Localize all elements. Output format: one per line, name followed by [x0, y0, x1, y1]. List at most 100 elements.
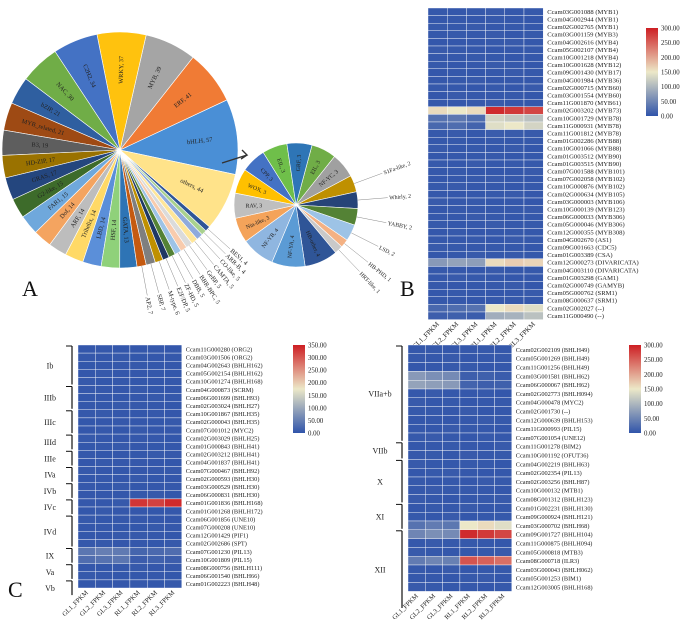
- heatmap-row-label: Ccam05G000818 (MTB3): [516, 549, 583, 556]
- pie-others-leader-line: [357, 197, 388, 201]
- heatmap-cell: [523, 114, 544, 123]
- heatmap-cell: [164, 369, 182, 378]
- heatmap-row-label: Ccam07G001588 (MYB101): [547, 169, 624, 176]
- heatmap-cell: [447, 311, 467, 320]
- heatmap-row-label: Ccam10G001192 (OFUT36): [516, 452, 589, 459]
- heatmap-cell: [459, 476, 478, 487]
- heatmap-cell: [146, 433, 165, 443]
- heatmap-cell: [523, 311, 544, 320]
- heatmap-cell: [146, 547, 165, 556]
- heatmap-cell: [95, 344, 113, 354]
- heatmap-cell: [407, 353, 426, 363]
- heatmap-cell: [485, 220, 506, 229]
- heatmap-cell: [504, 273, 525, 282]
- heatmap-row-label: Ccam07G002058 (MYB102): [547, 176, 624, 183]
- heatmap-cell: [523, 212, 544, 221]
- heatmap-cell: [77, 450, 96, 459]
- heatmap-cell: [485, 266, 506, 275]
- heatmap-cell: [407, 441, 426, 451]
- heatmap-cell: [425, 371, 443, 381]
- heatmap-row-label: Ccam02G003256 (BHLH87): [516, 479, 590, 486]
- heatmap-row-label: Ccam12G000639 (BHLH153): [516, 417, 593, 424]
- heatmap-cell: [407, 380, 426, 390]
- heatmap-cell: [164, 361, 182, 370]
- heatmap-row-label: Ccam06G000067 (BHLH62): [516, 382, 590, 389]
- heatmap-cell: [466, 106, 486, 115]
- heatmap-cell: [494, 388, 512, 399]
- heatmap-cell: [504, 311, 525, 320]
- heatmap-cell: [485, 114, 506, 123]
- heatmap-cell: [504, 266, 525, 275]
- heatmap-row-label: Ccam02G003024 (BHLH27): [186, 403, 260, 410]
- heatmap-cell: [77, 571, 96, 581]
- heatmap-cell: [485, 205, 506, 214]
- group-label: VIIb: [372, 447, 387, 456]
- heatmap-cell: [129, 571, 148, 581]
- heatmap-cell: [427, 53, 448, 62]
- heatmap-cell: [494, 476, 512, 487]
- heatmap-cell: [425, 538, 443, 548]
- heatmap-cell: [447, 144, 467, 153]
- heatmap-cell: [425, 459, 443, 469]
- heatmap-cell: [466, 250, 486, 259]
- heatmap-cell: [95, 490, 113, 500]
- heatmap-cell: [523, 258, 544, 267]
- heatmap-cell: [164, 393, 182, 402]
- heatmap-cell: [427, 152, 448, 161]
- heatmap-cell: [504, 228, 525, 237]
- heatmap-cell: [129, 352, 148, 362]
- group-label: XI: [376, 513, 385, 522]
- heatmap-cell: [112, 417, 131, 427]
- pie-connector-arrow: [221, 149, 249, 164]
- heatmap-cell: [164, 523, 182, 532]
- heatmap-cell: [504, 212, 525, 221]
- heatmap-cell: [477, 415, 495, 425]
- heatmap-cell: [427, 15, 448, 24]
- heatmap-cell: [427, 129, 448, 138]
- heatmap-cell: [485, 121, 506, 130]
- heatmap-cell: [407, 538, 426, 548]
- heatmap-cell: [129, 442, 148, 451]
- heatmap-cell: [427, 136, 448, 145]
- heatmap-cell: [442, 353, 461, 363]
- heatmap-cell: [485, 7, 506, 16]
- pie-others-leader-line: [344, 243, 369, 263]
- heatmap-cell: [77, 417, 96, 427]
- heatmap-cell: [425, 397, 443, 407]
- heatmap-cell: [466, 296, 486, 305]
- heatmap-row-label: Ccam11G000875 (BHLH094): [516, 540, 593, 547]
- heatmap-cell: [407, 415, 426, 425]
- heatmap-cell: [442, 362, 461, 372]
- heatmap-row-label: Ccam06G000831 (BHLH30): [186, 492, 260, 499]
- heatmap-cell: [95, 450, 113, 459]
- pie-main-slice-label: bHLH, 57: [187, 136, 213, 146]
- panel-c-right-heatmap: Ccam02G002109 (BHLH49) Ccam05G001269 (BHL…: [368, 343, 663, 622]
- heatmap-row-label: Ccam07G001054 (UNE12): [516, 435, 585, 442]
- heatmap-cell: [427, 38, 448, 47]
- heatmap-cell: [477, 476, 495, 487]
- pie-others-slice-label: LSD, 2: [378, 245, 396, 258]
- heatmap-cell: [129, 377, 148, 386]
- heatmap-cell: [164, 458, 182, 467]
- heatmap-row-label: Ccam05G000046 (MYB306): [547, 222, 624, 229]
- group-label: IVc: [44, 503, 56, 512]
- pie-main-slice-label: B3, 19: [31, 142, 48, 150]
- heatmap-cell: [504, 38, 525, 47]
- heatmap-cell: [427, 23, 448, 32]
- heatmap-cell: [523, 266, 544, 275]
- heatmap-cell: [112, 490, 131, 500]
- heatmap-cell: [459, 450, 478, 460]
- heatmap-cell: [447, 7, 467, 16]
- heatmap-cell: [504, 182, 525, 191]
- heatmap-cell: [129, 401, 148, 411]
- heatmap-cell: [146, 563, 165, 573]
- pie-main-leader-line: [207, 228, 231, 250]
- heatmap-cell: [112, 498, 131, 508]
- heatmap-cell: [112, 352, 131, 362]
- heatmap-cell: [112, 482, 131, 492]
- heatmap-row-label: Ccam01G002231 (BHLH130): [516, 505, 593, 512]
- heatmap-cell: [95, 369, 113, 378]
- heatmap-cell: [95, 498, 113, 508]
- heatmap-cell: [95, 458, 113, 467]
- heatmap-cell: [427, 197, 448, 206]
